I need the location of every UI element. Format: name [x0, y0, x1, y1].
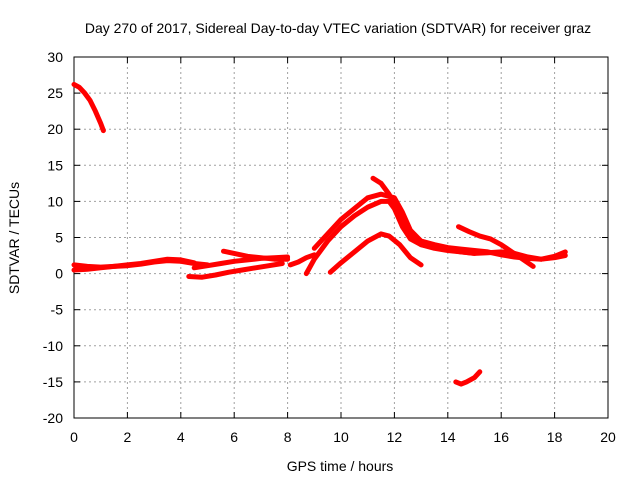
series-line-seg11 — [327, 231, 424, 275]
y-tick-label: 25 — [47, 85, 63, 101]
grid-lines — [74, 57, 608, 418]
y-tick-label: -10 — [43, 338, 63, 354]
x-tick-label: 0 — [70, 429, 78, 445]
x-tick-label: 2 — [124, 429, 132, 445]
y-tick-label: 10 — [47, 193, 63, 209]
y-tick-label: 5 — [55, 230, 63, 246]
axis-ticks: 0 2 4 6 8 10 12 14 16 18 20 -20 -15 -10 -5 0 5 10 15 20 25 30 — [43, 49, 616, 445]
series-line-seg7 — [287, 252, 317, 268]
y-tick-label: 20 — [47, 121, 63, 137]
series-line-seg1 — [71, 81, 106, 134]
x-tick-label: 10 — [333, 429, 349, 445]
y-tick-label: 0 — [55, 266, 63, 282]
y-tick-label: -20 — [43, 410, 63, 426]
series-line-seg13 — [453, 369, 483, 387]
y-tick-label: -15 — [43, 374, 63, 390]
y-axis-label: SDTVAR / TECUs — [6, 182, 22, 294]
y-tick-label: 15 — [47, 157, 63, 173]
x-axis-label: GPS time / hours — [287, 458, 394, 474]
data-series — [71, 81, 568, 387]
y-tick-label: 30 — [47, 49, 63, 65]
series-line-seg10 — [370, 175, 477, 256]
x-tick-label: 18 — [547, 429, 563, 445]
x-tick-label: 4 — [177, 429, 185, 445]
x-tick-label: 14 — [440, 429, 456, 445]
chart-title: Day 270 of 2017, Sidereal Day-to-day VTE… — [85, 20, 591, 36]
series-line-seg6 — [221, 248, 291, 262]
series-line-seg3 — [71, 256, 197, 273]
x-tick-label: 20 — [600, 429, 616, 445]
series-line-seg4 — [186, 261, 285, 280]
x-tick-label: 8 — [284, 429, 292, 445]
x-tick-label: 16 — [493, 429, 509, 445]
series-line-seg12 — [456, 224, 536, 269]
x-tick-label: 12 — [387, 429, 403, 445]
x-tick-label: 6 — [230, 429, 238, 445]
y-tick-label: -5 — [51, 302, 64, 318]
